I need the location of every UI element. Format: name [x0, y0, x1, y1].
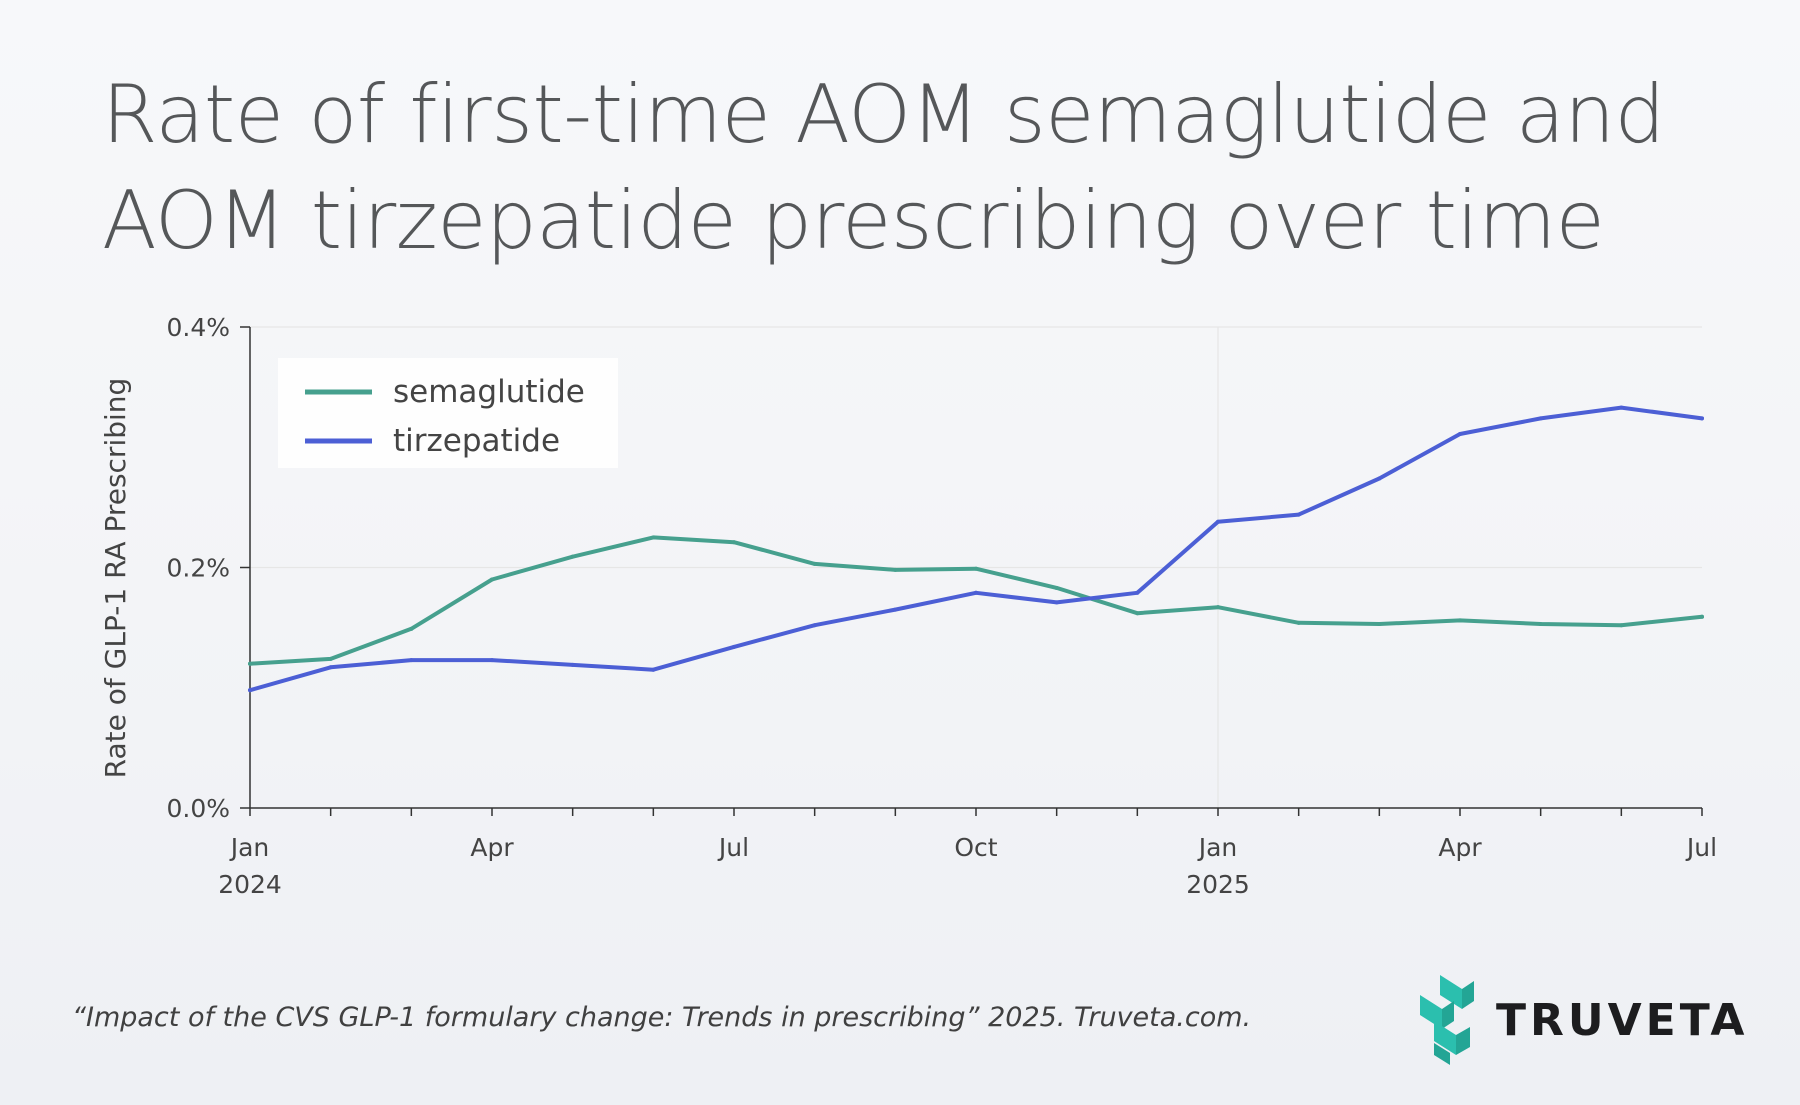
data-point-tirzepatide [570, 662, 575, 667]
x-tick-label: Jan [1197, 833, 1238, 862]
legend-label-tirzepatide: tirzepatide [393, 423, 560, 459]
data-point-tirzepatide [1216, 519, 1220, 524]
data-point-tirzepatide [409, 658, 414, 663]
data-point-semaglutide [1377, 622, 1382, 627]
truveta-leaf-icon [1420, 975, 1474, 1065]
chart-legend: semaglutide tirzepatide [278, 358, 618, 468]
x-tick-label: Jul [717, 833, 749, 862]
truveta-logo[interactable]: TRUVETA [1420, 975, 1750, 1065]
chart-title-line-1: Rate of first-time AOM semaglutide and [102, 68, 1665, 161]
chart-axes: 0.0% 0.2% 0.4% Jan 2024 Apr Jul Oct Jan 2025 Apr Ju… [166, 313, 1717, 899]
data-point-tirzepatide [1538, 416, 1543, 421]
x-tick-label: Oct [954, 833, 997, 862]
data-point-semaglutide [651, 535, 656, 540]
data-point-semaglutide [974, 566, 978, 571]
y-tick-label: 0.2% [166, 554, 230, 583]
data-point-tirzepatide [974, 590, 978, 595]
data-point-tirzepatide [1377, 476, 1382, 481]
data-point-semaglutide [812, 561, 817, 566]
data-point-semaglutide [490, 577, 494, 582]
chart-title: Rate of first-time AOM semaglutide and A… [102, 62, 1742, 274]
data-point-semaglutide [248, 661, 252, 666]
x-tick-label: Jan [229, 833, 270, 862]
y-tick-label: 0.0% [166, 794, 230, 823]
data-point-tirzepatide [248, 688, 252, 693]
data-point-tirzepatide [651, 667, 656, 672]
data-point-tirzepatide [490, 658, 494, 663]
chart-title-line-2: AOM tirzepatide prescribing over time [102, 174, 1605, 267]
chart-series [248, 405, 1704, 693]
data-point-semaglutide [1538, 622, 1543, 627]
y-tick-label: 0.4% [166, 313, 230, 342]
data-point-semaglutide [1619, 623, 1624, 628]
data-point-semaglutide [1054, 585, 1059, 590]
data-point-semaglutide [893, 567, 898, 572]
legend-label-semaglutide: semaglutide [393, 374, 585, 410]
data-point-semaglutide [732, 540, 736, 545]
legend-box [278, 358, 618, 468]
truveta-wordmark: TRUVETA [1496, 995, 1749, 1046]
data-point-semaglutide [1700, 614, 1704, 619]
data-point-semaglutide [328, 656, 333, 661]
data-point-tirzepatide [812, 623, 817, 628]
data-point-tirzepatide [1135, 590, 1140, 595]
x-tick-label: Apr [470, 833, 514, 862]
data-point-semaglutide [1458, 618, 1462, 623]
data-point-tirzepatide [1054, 600, 1059, 605]
data-point-semaglutide [409, 626, 414, 631]
x-tick-label-year: 2024 [218, 870, 282, 899]
data-point-tirzepatide [893, 607, 898, 612]
data-point-tirzepatide [328, 665, 333, 670]
series-line-semaglutide [248, 535, 1704, 666]
data-point-semaglutide [1216, 605, 1220, 610]
data-point-tirzepatide [1700, 416, 1704, 421]
x-tick-label: Apr [1438, 833, 1482, 862]
data-point-tirzepatide [1619, 405, 1624, 410]
data-point-semaglutide [570, 554, 575, 559]
data-point-tirzepatide [1296, 512, 1301, 517]
data-point-tirzepatide [1458, 432, 1462, 437]
y-axis-title: Rate of GLP-1 RA Prescribing [99, 378, 132, 779]
data-point-semaglutide [1296, 620, 1301, 625]
x-tick-label-year: 2025 [1186, 870, 1250, 899]
x-tick-label: Jul [1685, 833, 1717, 862]
data-point-tirzepatide [732, 644, 736, 649]
data-point-semaglutide [1135, 611, 1140, 616]
source-citation: “Impact of the CVS GLP-1 formulary chang… [72, 1002, 1252, 1033]
